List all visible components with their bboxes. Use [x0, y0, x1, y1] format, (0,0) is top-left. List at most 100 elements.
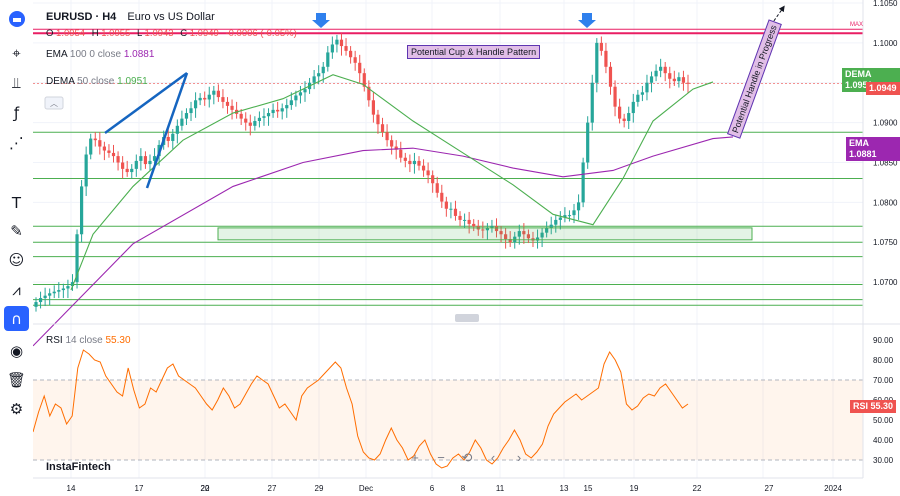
- support-levels: [33, 28, 863, 306]
- watermark: InstaFintech: [46, 461, 111, 473]
- brush-icon[interactable]: ✎: [10, 221, 23, 240]
- candle-body: [207, 94, 211, 100]
- candle-body: [494, 226, 499, 232]
- candle-body: [608, 66, 613, 87]
- time-tick-label: 22: [693, 484, 702, 493]
- candle-body: [504, 234, 508, 240]
- support-zone[interactable]: [217, 227, 753, 241]
- candle-body: [266, 113, 271, 117]
- collapse-button[interactable]: [44, 96, 64, 110]
- projection-arrow: [770, 5, 785, 26]
- zoom-in-button[interactable]: +: [411, 450, 419, 465]
- candle-body: [70, 282, 75, 287]
- high-value: 1.0955: [101, 28, 131, 39]
- magnet-icon[interactable]: ∩: [4, 306, 29, 331]
- time-tick-label: 19: [630, 484, 639, 493]
- trendline-lower[interactable]: [145, 72, 189, 189]
- fib-icon[interactable]: ƒ: [13, 103, 20, 122]
- rsi-badge: RSI 55.30: [850, 400, 897, 413]
- rsi-band: [33, 380, 863, 460]
- price-chart[interactable]: 1.10501.10001.09501.09001.08501.08001.07…: [33, 0, 900, 496]
- zoom-out-button[interactable]: −: [437, 450, 445, 465]
- candle-body: [467, 219, 471, 224]
- candle-body: [239, 113, 243, 119]
- candle-body: [549, 224, 553, 228]
- candle-body: [166, 136, 170, 141]
- trend-line-icon[interactable]: ⫫: [12, 73, 21, 92]
- prediction-icon[interactable]: ⩘: [12, 280, 21, 299]
- ema-legend[interactable]: EMA 100 0 close 1.0881: [46, 49, 154, 60]
- candle-body: [276, 109, 280, 112]
- emoji-icon[interactable]: ☺: [8, 250, 25, 269]
- dema-badge-label: DEMA: [845, 69, 872, 79]
- text-icon[interactable]: T: [11, 193, 22, 212]
- ema-value: 1.0881: [123, 49, 155, 60]
- candle-body: [408, 160, 412, 165]
- eye-icon[interactable]: ◉: [9, 341, 24, 360]
- candle-body: [121, 162, 125, 169]
- candle-body: [193, 100, 198, 109]
- candle-body: [66, 286, 70, 289]
- candle-body: [171, 133, 175, 141]
- candle-body: [303, 89, 307, 93]
- candle-body: [253, 121, 257, 126]
- dema-params: 50 close: [77, 76, 115, 87]
- candle-body: [362, 73, 366, 87]
- candle-body: [535, 237, 540, 241]
- cup-handle-label[interactable]: Potential Cup & Handle Pattern: [407, 45, 541, 59]
- candle-body: [230, 105, 234, 110]
- candle-body: [458, 215, 462, 220]
- pane-resize-handle[interactable]: [455, 314, 479, 322]
- dema-legend[interactable]: DEMA 50 close 1.0951: [46, 76, 148, 87]
- candle-body: [681, 77, 686, 83]
- time-tick-label: 6: [430, 484, 435, 493]
- time-tick-label: 27: [268, 484, 277, 493]
- scroll-right-button[interactable]: ›: [516, 450, 522, 465]
- price-tick-label: 1.0900: [873, 119, 898, 128]
- ema-badge: EMA 1.0881: [846, 137, 900, 161]
- scroll-left-button[interactable]: ‹: [490, 450, 496, 465]
- trendline-upper[interactable]: [104, 71, 188, 135]
- price-badge: 1.0949: [866, 82, 900, 95]
- candle-body: [517, 231, 521, 237]
- candle-body: [522, 231, 526, 235]
- candle-body: [75, 234, 79, 283]
- candle-body: [599, 42, 603, 51]
- reset-button[interactable]: ⟲: [461, 450, 473, 465]
- candle-body: [38, 298, 43, 303]
- trash-icon[interactable]: 🗑: [6, 370, 27, 389]
- candle-body: [262, 116, 266, 118]
- candle-body: [640, 92, 645, 95]
- pattern-icon[interactable]: ⋰: [9, 133, 24, 152]
- candle-body: [317, 73, 321, 77]
- ema-label: EMA: [46, 49, 68, 60]
- rsi-legend[interactable]: RSI 14 close 55.30: [46, 335, 131, 346]
- logo-icon[interactable]: [4, 6, 29, 31]
- candle-body: [89, 138, 93, 155]
- candle-body: [180, 118, 184, 126]
- time-tick-label: Dec: [359, 484, 373, 493]
- candle-body: [271, 109, 275, 114]
- candle-body: [462, 219, 467, 221]
- candle-body: [130, 168, 134, 173]
- time-tick-label: 8: [461, 484, 466, 493]
- candle-body: [203, 97, 207, 100]
- candle-body: [152, 156, 157, 161]
- candle-body: [98, 140, 102, 147]
- candle-body: [686, 82, 690, 84]
- candle-body: [175, 125, 179, 134]
- candle-body: [636, 94, 640, 102]
- candle-body: [330, 44, 334, 53]
- arrow-down-icon: [578, 13, 596, 28]
- settings-icon[interactable]: ⚙: [9, 399, 24, 418]
- change-value: -0.0006 (-0.05%): [225, 28, 297, 39]
- time-tick-label: 15: [584, 484, 593, 493]
- dema-badge-value: 1.0951: [845, 80, 873, 90]
- candle-body: [590, 82, 594, 123]
- candle-body: [540, 232, 544, 238]
- rsi-tick-label: 50.00: [873, 416, 894, 425]
- dema-line: [70, 74, 714, 291]
- candle-body: [618, 106, 622, 119]
- candle-body: [572, 210, 576, 216]
- cursor-icon[interactable]: ⌖: [12, 43, 21, 62]
